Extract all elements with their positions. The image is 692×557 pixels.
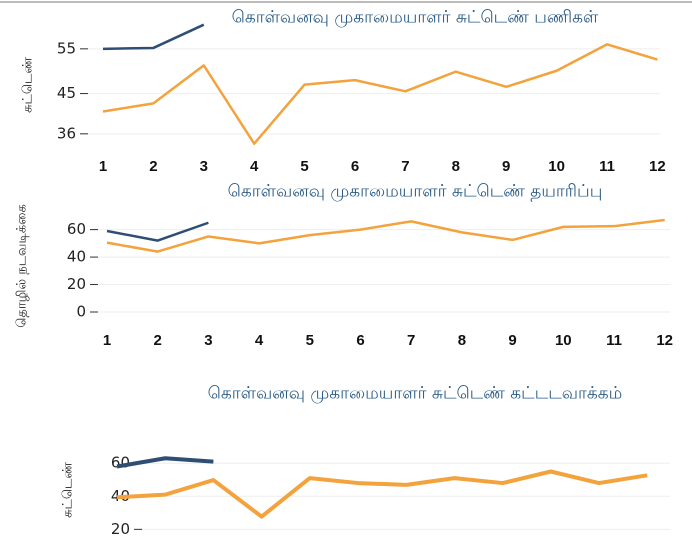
x-tick-label: 5 — [300, 158, 308, 175]
x-tick-label: 3 — [200, 158, 208, 175]
line-series — [106, 221, 209, 242]
x-tick-label: 1 — [99, 158, 107, 175]
chart-title: கொள்வனவு முகாமையாளர் சுட்டெண் தயாரிப்பு — [228, 182, 603, 202]
y-tick-label: 55 — [57, 39, 76, 57]
y-tick-label: 20 — [111, 520, 130, 538]
x-tick-label: 6 — [356, 332, 364, 349]
x-tick-label: 7 — [407, 332, 415, 349]
y-tick-label: 60 — [111, 454, 130, 472]
x-tick-label: 9 — [502, 158, 510, 175]
x-tick-label: 12 — [656, 332, 673, 349]
x-tick-label: 5 — [306, 332, 314, 349]
x-tick-label: 4 — [255, 332, 264, 349]
x-tick-label: 7 — [401, 158, 409, 175]
y-tick-label: 20 — [67, 275, 86, 293]
x-tick-label: 11 — [606, 332, 622, 349]
x-tick-label: 1 — [103, 332, 111, 349]
x-tick-label: 3 — [204, 332, 212, 349]
line-series — [116, 469, 648, 519]
line-series — [116, 456, 214, 469]
y-tick-label: 40 — [67, 248, 86, 266]
x-tick-label: 12 — [649, 158, 666, 175]
x-tick-label: 8 — [452, 158, 460, 175]
line-series — [102, 23, 205, 51]
y-axis-label: தொழில் நடவடிக்கை — [15, 204, 30, 328]
x-tick-label: 10 — [548, 158, 565, 175]
x-tick-label: 9 — [508, 332, 516, 349]
y-tick-label: 45 — [57, 84, 76, 102]
y-tick-label: 36 — [57, 124, 76, 142]
x-tick-label: 8 — [458, 332, 466, 349]
x-tick-label: 2 — [154, 332, 162, 349]
x-tick-label: 6 — [351, 158, 359, 175]
y-tick-label: 0 — [76, 303, 86, 321]
x-tick-label: 10 — [555, 332, 572, 349]
x-tick-label: 11 — [599, 158, 615, 175]
line-series — [102, 43, 658, 145]
x-tick-label: 4 — [250, 158, 259, 175]
chart-title: கொள்வனவு முகாமையாளர் சுட்டெண் கட்டடவாக்க… — [208, 384, 623, 404]
chart-title: கொள்வனவு முகாமையாளர் சுட்டெண் பணிகள் — [232, 8, 599, 28]
line-series — [106, 218, 665, 253]
y-axis-label: சுட்டெண் — [21, 57, 36, 113]
y-axis-label: சுட்டெண் — [61, 462, 76, 518]
x-tick-label: 2 — [149, 158, 157, 175]
y-tick-label: 60 — [67, 220, 86, 238]
